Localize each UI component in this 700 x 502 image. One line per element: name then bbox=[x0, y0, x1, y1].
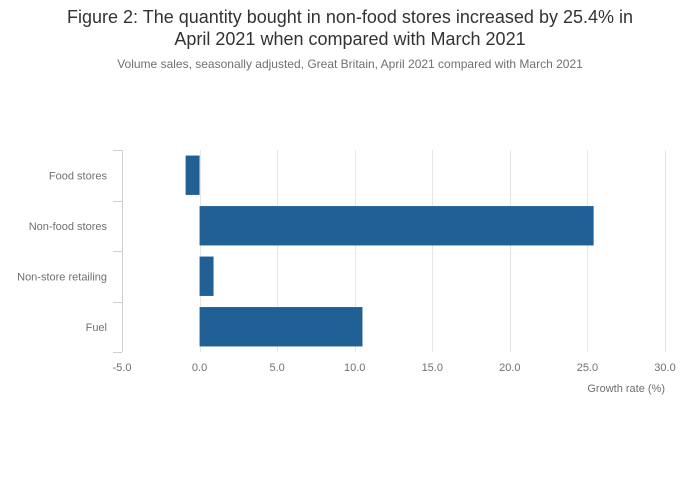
x-tick-label-1: 0.0 bbox=[192, 362, 207, 374]
chart-title: Figure 2: The quantity bought in non-foo… bbox=[0, 6, 700, 50]
bars bbox=[185, 155, 594, 347]
category-label-2: Non-store retailing bbox=[17, 271, 107, 283]
x-tick-label-4: 15.0 bbox=[422, 362, 443, 374]
chart-title-line-1: Figure 2: The quantity bought in non-foo… bbox=[66, 7, 634, 27]
x-tick-label-5: 20.0 bbox=[499, 362, 520, 374]
x-axis-ticks: -5.0 0.0 5.0 10.0 15.0 20.0 25.0 30.0 bbox=[113, 362, 676, 374]
category-label-1: Non-food stores bbox=[29, 221, 108, 233]
bar-food-stores[interactable] bbox=[185, 155, 200, 195]
x-tick-label-6: 25.0 bbox=[577, 362, 598, 374]
y-axis: Food stores Non-food stores Non-store reta… bbox=[17, 150, 123, 353]
bar-non-food-stores[interactable] bbox=[199, 206, 594, 246]
category-label-0: Food stores bbox=[49, 170, 108, 182]
category-label-3: Fuel bbox=[86, 322, 107, 334]
bar-fuel[interactable] bbox=[199, 307, 363, 347]
x-axis-title: Growth rate (%) bbox=[587, 383, 665, 395]
x-tick-label-7: 30.0 bbox=[654, 362, 675, 374]
bar-non-store-retailing[interactable] bbox=[199, 256, 214, 296]
chart-subtitle: Volume sales, seasonally adjusted, Great… bbox=[117, 57, 583, 71]
gridlines bbox=[200, 150, 666, 352]
chart-title-line-2: April 2021 when compared with March 2021 bbox=[174, 29, 526, 49]
x-tick-label-3: 10.0 bbox=[344, 362, 365, 374]
x-tick-label-2: 5.0 bbox=[269, 362, 284, 374]
x-tick-label-0: -5.0 bbox=[113, 362, 132, 374]
